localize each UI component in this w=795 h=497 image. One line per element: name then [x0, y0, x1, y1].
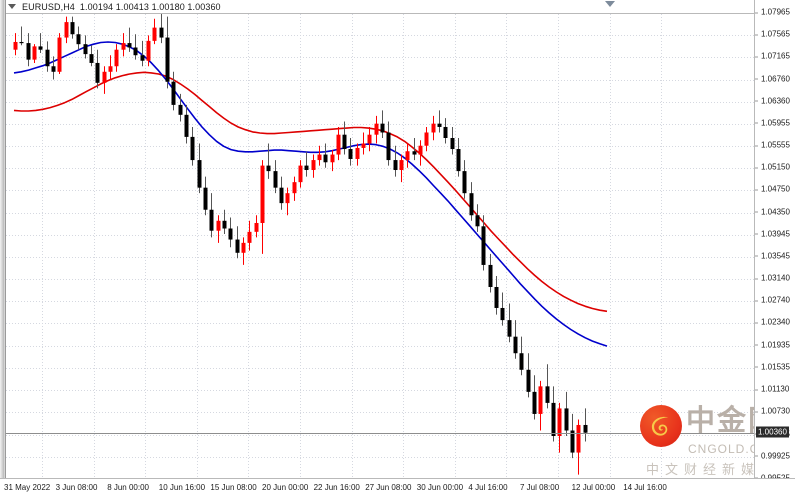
price-axis[interactable]: 1.07965 1.07565 1.07165 1.06760 1.06360 1.059…	[754, 0, 795, 482]
price-tick-label: 1.01535	[755, 362, 790, 372]
time-tick-label: 30 Jun 00:00	[416, 483, 464, 492]
time-tick-label: 22 Jun 16:00	[313, 483, 360, 492]
price-tick-label: 1.07565	[755, 29, 790, 39]
price-tick-label: 0.99925	[755, 451, 790, 461]
price-tick-label: 1.00730	[755, 406, 790, 416]
price-tick-label: 1.04350	[755, 207, 790, 216]
left-scrollbar-strip[interactable]	[0, 0, 6, 497]
chart-plot-area[interactable]	[6, 13, 754, 478]
time-tick-label: 3 Jun 08:00	[55, 483, 98, 492]
price-tick-label: 1.05955	[755, 118, 790, 128]
triangle-down-icon[interactable]	[8, 4, 16, 9]
ohlc-values: 1.00194 1.00413 1.00180 1.00360	[79, 1, 221, 12]
price-tick-label: 1.01130	[754, 384, 790, 394]
price-tick-label: 1.07965	[755, 7, 790, 17]
candlestick-series	[13, 14, 588, 475]
chart-header: EURUSD,H4 1.00194 1.00413 1.00180 1.0036…	[8, 0, 221, 13]
price-tick-label: 1.06760	[755, 74, 790, 83]
price-tick-label: 1.01935	[755, 340, 790, 350]
price-tick-label: 1.06360	[755, 96, 790, 106]
time-tick-label: 31 May 2022	[4, 483, 51, 492]
time-tick-label: 12 Jul 00:00	[571, 483, 616, 492]
time-tick-label: 8 Jun 00:00	[107, 483, 149, 492]
time-tick-label: 7 Jul 08:00	[520, 483, 560, 492]
time-axis[interactable]: 31 May 2022 3 Jun 08:00 8 Jun 00:00 10 Jun …	[0, 478, 795, 497]
price-tick-label: 1.02340	[755, 317, 790, 327]
time-tick-label: 27 Jun 08:00	[365, 483, 412, 492]
time-tick-label: 15 Jun 08:00	[210, 483, 257, 492]
price-tick-label: 1.05150	[755, 162, 790, 172]
symbol-label: EURUSD,H4	[22, 1, 75, 12]
price-tick-label: 1.03945	[755, 229, 790, 239]
grid-lines	[6, 14, 754, 478]
time-tick-label: 14 Jul 16:00	[623, 483, 667, 492]
time-tick-label: 20 Jun 00:00	[262, 483, 309, 492]
price-tick-label: 1.07165	[755, 51, 790, 61]
ma-fast-line	[13, 41, 608, 347]
price-tick-label: 1.02740	[755, 295, 790, 305]
price-tick-label: 1.03140	[755, 273, 790, 283]
time-tick-label: 4 Jul 16:00	[468, 483, 508, 492]
time-tick-label: 10 Jun 16:00	[158, 483, 206, 492]
price-tick-label: 1.03545	[755, 251, 790, 261]
ma-slow-line	[13, 71, 608, 313]
period-separator-marker	[605, 1, 615, 7]
chart-canvas	[6, 14, 754, 478]
price-tick-label: 1.04750	[755, 184, 790, 194]
price-tick-label: 1.05555	[755, 140, 790, 150]
current-price-badge: 1.00360	[756, 426, 789, 438]
